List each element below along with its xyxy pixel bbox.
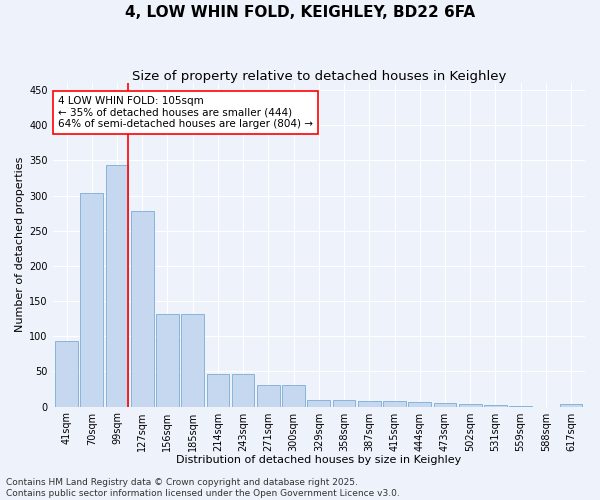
Text: 4 LOW WHIN FOLD: 105sqm
← 35% of detached houses are smaller (444)
64% of semi-d: 4 LOW WHIN FOLD: 105sqm ← 35% of detache…	[58, 96, 313, 129]
Bar	[307, 400, 330, 406]
Text: 4, LOW WHIN FOLD, KEIGHLEY, BD22 6FA: 4, LOW WHIN FOLD, KEIGHLEY, BD22 6FA	[125, 5, 475, 20]
Bar	[383, 401, 406, 406]
Y-axis label: Number of detached properties: Number of detached properties	[15, 157, 25, 332]
Text: Contains HM Land Registry data © Crown copyright and database right 2025.
Contai: Contains HM Land Registry data © Crown c…	[6, 478, 400, 498]
Bar	[131, 211, 154, 406]
Bar	[333, 400, 355, 406]
Bar	[409, 402, 431, 406]
Bar	[459, 404, 482, 406]
Bar	[156, 314, 179, 406]
Title: Size of property relative to detached houses in Keighley: Size of property relative to detached ho…	[131, 70, 506, 83]
X-axis label: Distribution of detached houses by size in Keighley: Distribution of detached houses by size …	[176, 455, 461, 465]
Bar	[80, 192, 103, 406]
Bar	[358, 401, 380, 406]
Bar	[55, 341, 78, 406]
Bar	[484, 405, 507, 406]
Bar	[106, 164, 128, 406]
Bar	[257, 386, 280, 406]
Bar	[181, 314, 204, 406]
Bar	[560, 404, 583, 406]
Bar	[232, 374, 254, 406]
Bar	[282, 386, 305, 406]
Bar	[434, 403, 457, 406]
Bar	[206, 374, 229, 406]
